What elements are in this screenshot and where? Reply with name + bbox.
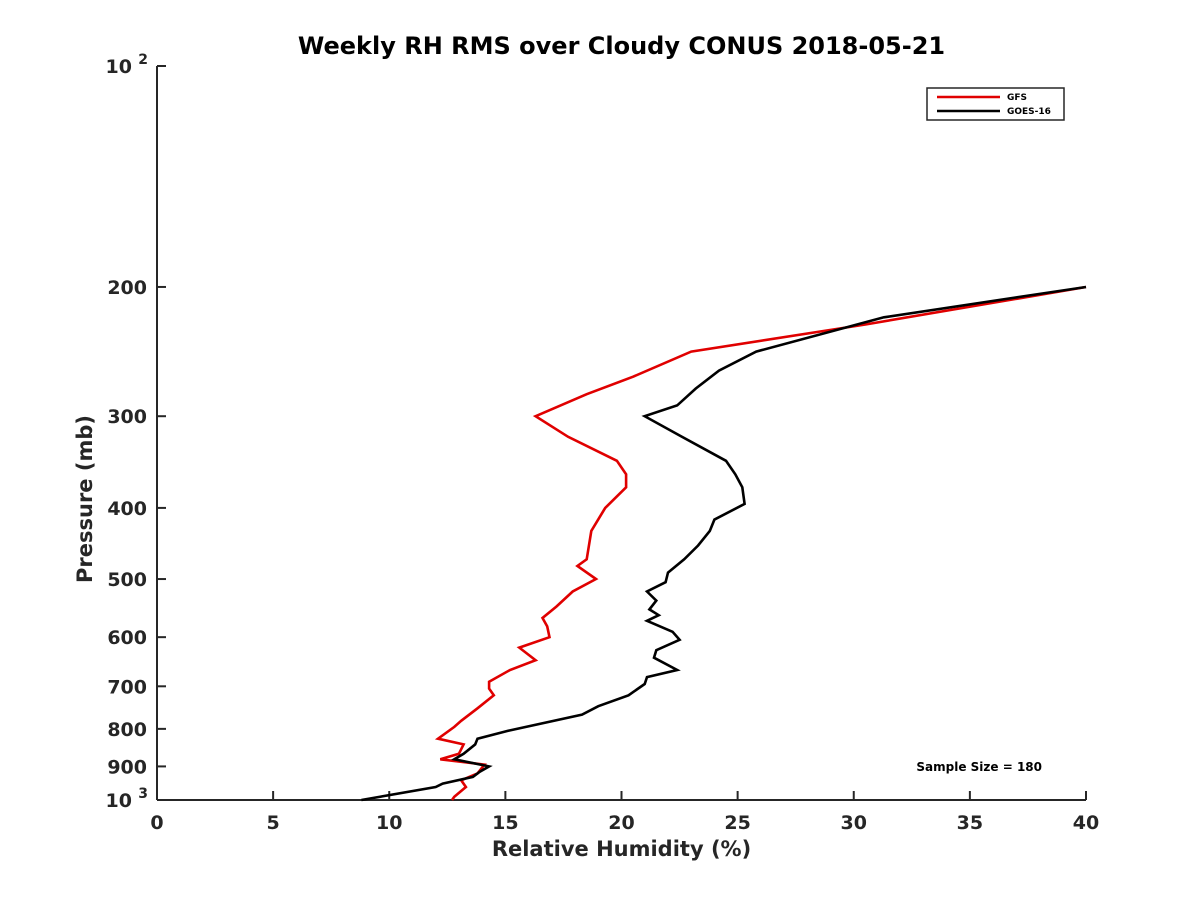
y-tick-label-exponent: 3 — [138, 786, 148, 802]
y-axis: 10 2 200 300 400 500 600 700 800 900 10 3 — [106, 52, 166, 812]
chart-title: Weekly RH RMS over Cloudy CONUS 2018-05-… — [298, 32, 945, 60]
y-tick-label: 900 — [107, 756, 147, 778]
x-tick-label: 15 — [492, 812, 518, 834]
y-tick-label: 300 — [107, 406, 147, 428]
series-line-goes-16 — [361, 285, 1087, 802]
legend: GFS GOES-16 — [926, 87, 1065, 121]
x-tick-label: 25 — [724, 812, 750, 834]
y-tick-label: 600 — [107, 627, 147, 649]
legend-box — [926, 87, 1065, 121]
y-tick-label: 10 2 — [106, 52, 148, 78]
x-tick-label: 20 — [608, 812, 634, 834]
x-tick-label: 35 — [957, 812, 983, 834]
y-tick-label: 400 — [107, 498, 147, 520]
y-tick-label-base: 500 — [107, 569, 147, 591]
y-tick-label-base: 10 — [106, 790, 132, 812]
x-tick-label: 30 — [841, 812, 867, 834]
sample-size-annotation: Sample Size = 180 — [916, 760, 1042, 774]
y-tick-label-base: 700 — [107, 676, 147, 698]
y-tick-label-base: 800 — [107, 719, 147, 741]
x-tick-label: 5 — [267, 812, 280, 834]
x-tick-label: 0 — [150, 812, 163, 834]
x-axis-label: Relative Humidity (%) — [492, 837, 751, 861]
x-axis: 0 5 10 15 20 25 30 35 40 — [150, 791, 1099, 834]
y-tick-label: 200 — [107, 277, 147, 299]
y-tick-label-base: 600 — [107, 627, 147, 649]
y-tick-label-base: 200 — [107, 277, 147, 299]
legend-label: GFS — [1007, 93, 1027, 103]
series-line-gfs — [434, 285, 1087, 801]
y-tick-label-base: 300 — [107, 406, 147, 428]
y-tick-label: 700 — [107, 676, 147, 698]
y-tick-label-exponent: 2 — [138, 52, 148, 68]
x-tick-label: 10 — [376, 812, 402, 834]
y-tick-label-base: 400 — [107, 498, 147, 520]
y-tick-label: 800 — [107, 719, 147, 741]
y-tick-label-base: 900 — [107, 756, 147, 778]
series-layer — [361, 285, 1087, 802]
x-tick-label: 40 — [1073, 812, 1099, 834]
y-tick-label: 10 3 — [106, 786, 148, 812]
legend-label: GOES-16 — [1007, 107, 1051, 117]
y-tick-label: 500 — [107, 569, 147, 591]
y-tick-label-base: 10 — [106, 56, 132, 78]
plot-area — [156, 66, 1086, 801]
y-axis-label: Pressure (mb) — [73, 415, 97, 583]
